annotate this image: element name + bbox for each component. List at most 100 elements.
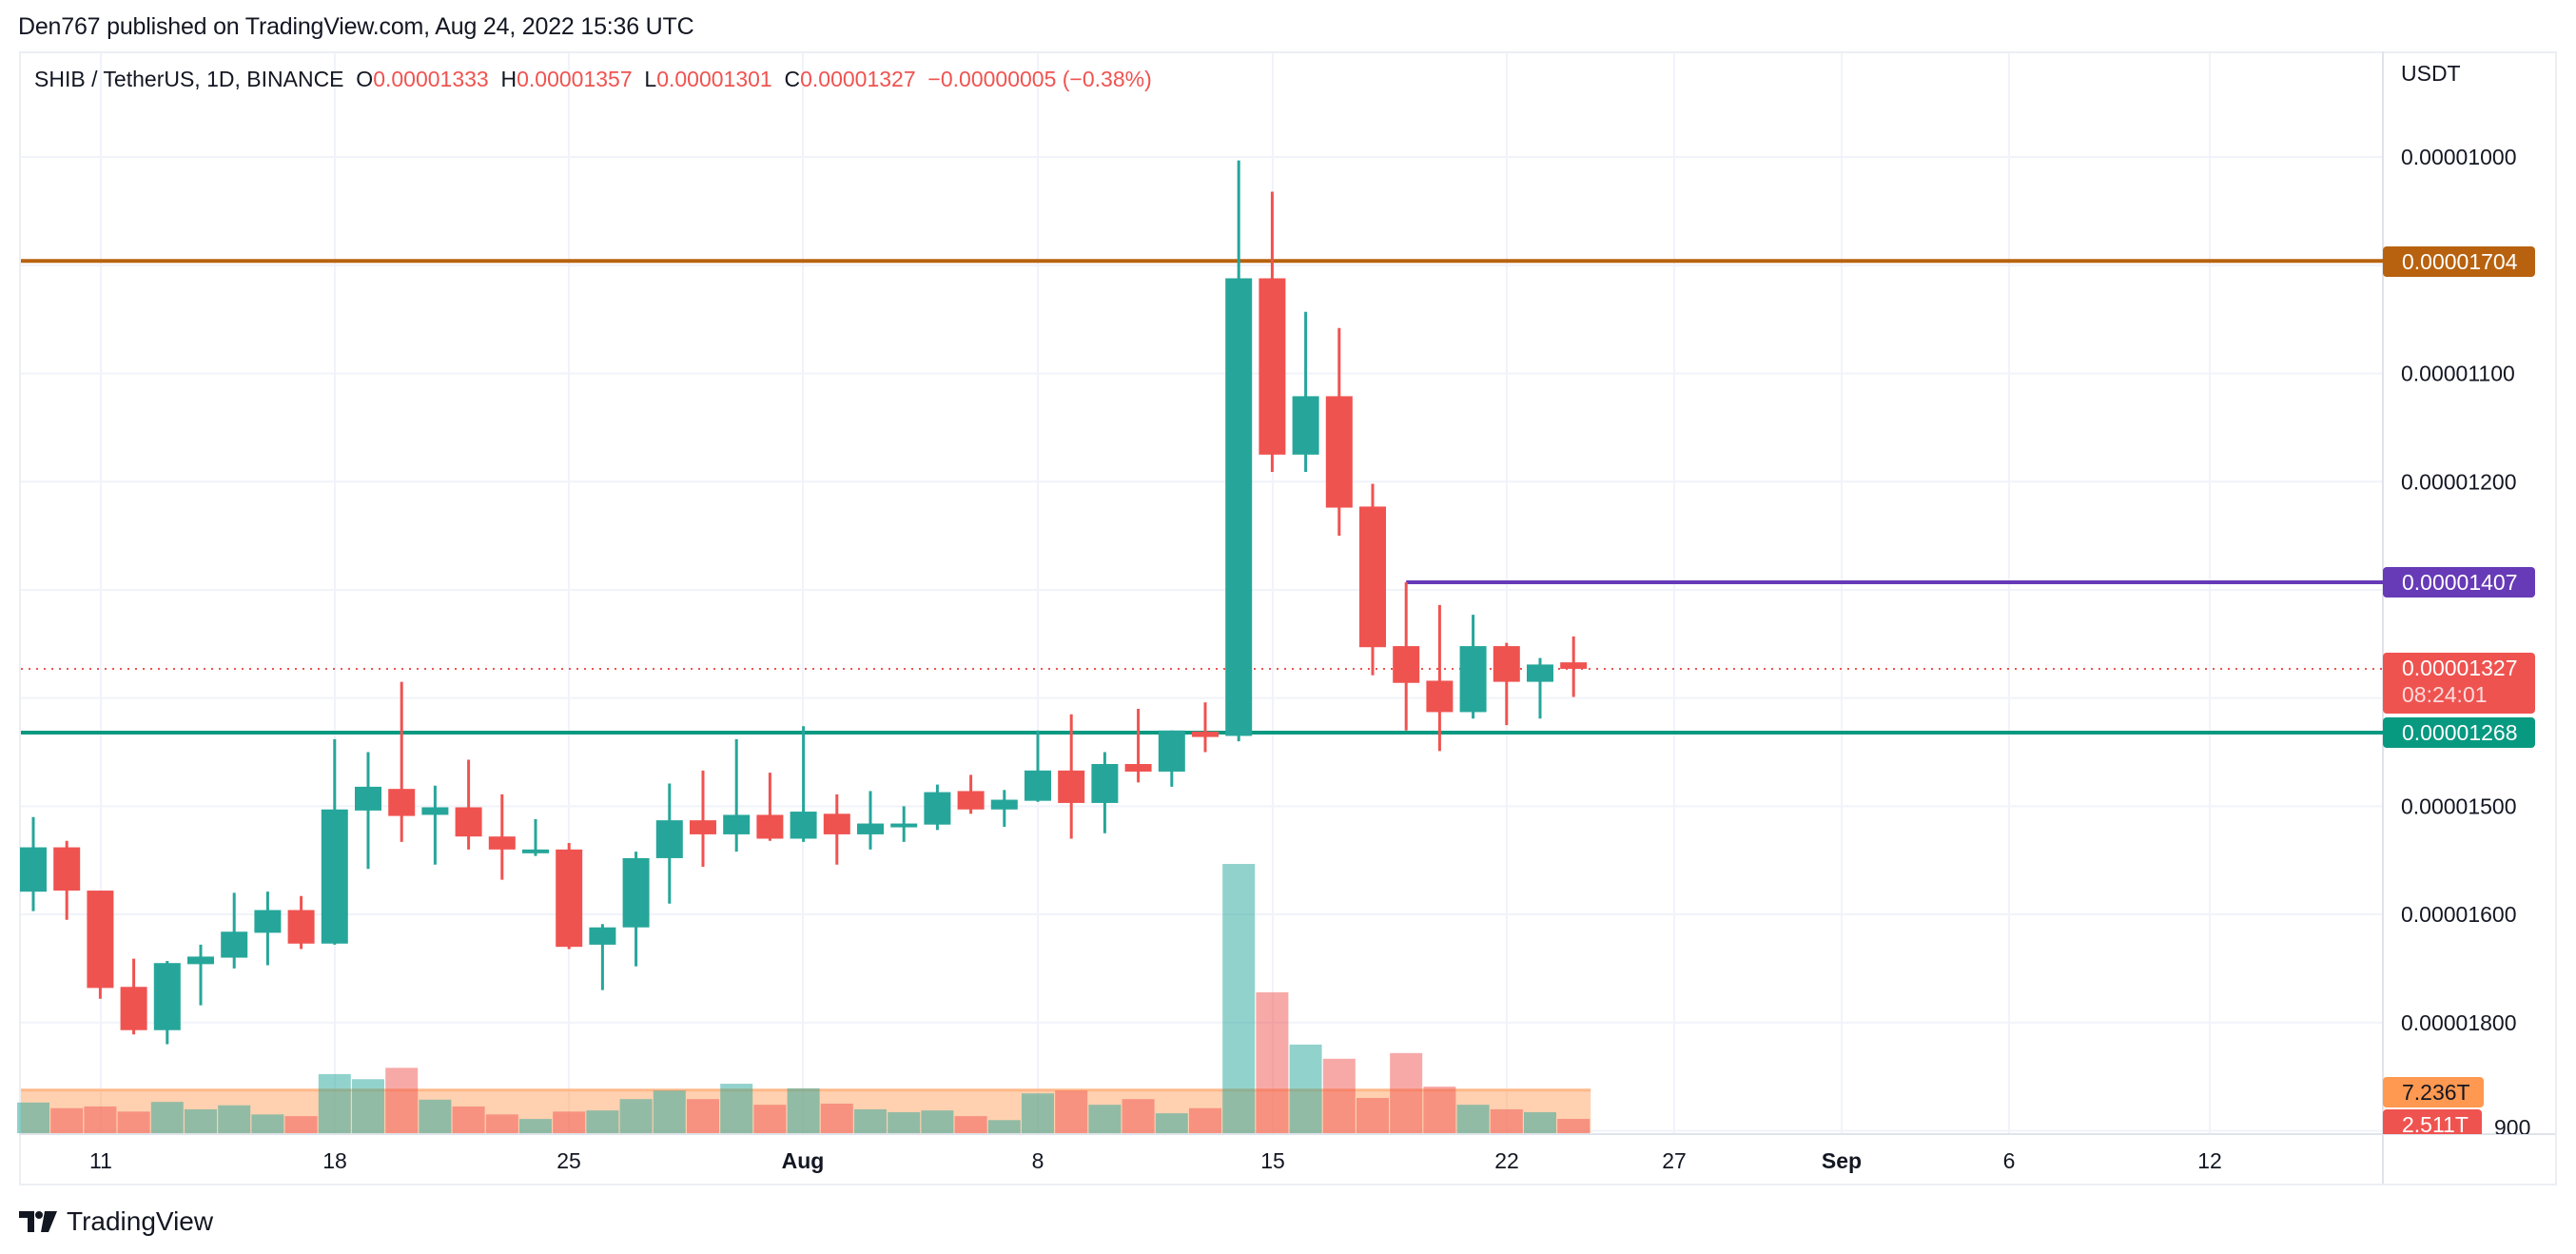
candle-body[interactable] [1325, 396, 1353, 508]
candle-body[interactable] [756, 814, 784, 839]
candle-body[interactable] [1292, 396, 1319, 455]
time-axis-label: 27 [1662, 1148, 1687, 1173]
candle-body[interactable] [522, 849, 549, 853]
candle-body[interactable] [1527, 664, 1553, 682]
volume-bar [1557, 1119, 1590, 1133]
bar-countdown: 08:24:01 [2402, 682, 2488, 707]
candle-body[interactable] [589, 927, 616, 945]
open-value: 0.00001333 [373, 67, 489, 91]
candle-body[interactable] [924, 792, 951, 825]
candle-body[interactable] [355, 786, 381, 811]
candle-body[interactable] [1426, 680, 1454, 713]
tradingview-logo[interactable]: TradingView [19, 1206, 213, 1237]
volume-bar [1356, 1097, 1389, 1133]
symbol-label[interactable]: SHIB / TetherUS, 1D, BINANCE [34, 67, 344, 91]
high-label: H [500, 67, 517, 91]
low-value: 0.00001301 [656, 67, 772, 91]
candle-body[interactable] [455, 807, 482, 837]
candle-body[interactable] [388, 789, 416, 816]
candle-body[interactable] [321, 809, 348, 944]
candle-body[interactable] [53, 847, 81, 892]
high-value: 0.00001357 [517, 67, 633, 91]
candle-body[interactable] [957, 791, 985, 810]
price-tick-label: 0.00001600 [2401, 902, 2517, 927]
candle-body[interactable] [1058, 770, 1085, 803]
candle-body[interactable] [655, 820, 683, 858]
candle-body[interactable] [153, 963, 181, 1030]
candle-body[interactable] [488, 836, 516, 850]
volume-bar [352, 1079, 384, 1133]
volume-bar [17, 1102, 49, 1133]
candle-body[interactable] [254, 910, 282, 933]
change-value: −0.00000005 (−0.38%) [927, 67, 1152, 91]
volume-bar [84, 1106, 117, 1133]
candle-body[interactable] [421, 807, 449, 815]
volume-bar [1423, 1087, 1456, 1133]
candle-body[interactable] [1025, 770, 1051, 801]
volume-bar [1222, 864, 1256, 1133]
candle-body[interactable] [1225, 278, 1253, 736]
volume-bar [619, 1099, 653, 1133]
time-axis-label: Sep [1822, 1148, 1862, 1173]
volume-bar [1256, 991, 1289, 1133]
candle-body[interactable] [790, 812, 817, 839]
volume-bar [586, 1110, 619, 1133]
time-axis-label: 6 [2003, 1148, 2016, 1173]
candle-body[interactable] [556, 849, 583, 948]
candle-body[interactable] [1158, 730, 1185, 772]
price-tick-label: 0.00001100 [2401, 362, 2515, 386]
candle-body[interactable] [1493, 646, 1520, 682]
mid-level-price-tag: 0.00001407 [2383, 567, 2535, 598]
candle-body[interactable] [87, 891, 114, 989]
volume-bar [1322, 1058, 1356, 1133]
candle-body[interactable] [1259, 278, 1286, 455]
candle-body[interactable] [120, 987, 147, 1030]
time-axis-label: 12 [2197, 1148, 2222, 1173]
close-label: C [784, 67, 801, 91]
price-tick-label: 0.00001800 [2401, 1010, 2517, 1035]
volume-bar [150, 1102, 184, 1133]
candle-body[interactable] [221, 931, 248, 958]
volume-bar [1022, 1093, 1054, 1133]
candle-body[interactable] [20, 847, 47, 892]
candle-body[interactable] [857, 823, 884, 834]
candle-body[interactable] [1560, 662, 1588, 669]
candle-body[interactable] [622, 857, 650, 928]
support-price-tag: 0.00001268 [2383, 717, 2535, 748]
volume-bar [284, 1116, 318, 1133]
candle-body[interactable] [690, 820, 716, 834]
volume-bar [1088, 1105, 1122, 1133]
candle-body[interactable] [287, 910, 315, 944]
candle-body[interactable] [187, 956, 214, 965]
last-price-value: 0.00001327 [2402, 656, 2518, 680]
ohlc-legend: SHIB / TetherUS, 1D, BINANCE O0.00001333… [34, 67, 1152, 92]
volume-bar [1490, 1108, 1523, 1133]
currency-label: USDT [2401, 61, 2461, 86]
volume-bar [385, 1068, 419, 1133]
volume-bar [1055, 1090, 1088, 1133]
volume-bar [720, 1084, 753, 1133]
volume-bar [1390, 1052, 1423, 1133]
volume-bar [753, 1105, 787, 1133]
candle-body[interactable] [823, 813, 850, 834]
candle-body[interactable] [1091, 764, 1119, 803]
candle-body[interactable] [890, 823, 918, 828]
candle-body[interactable] [1124, 764, 1152, 772]
volume-bar [452, 1106, 485, 1133]
candle-body[interactable] [723, 814, 751, 834]
price-tick-label: 0.00001200 [2401, 469, 2517, 494]
volume-bar [1289, 1044, 1322, 1133]
candle-body[interactable] [1393, 646, 1420, 683]
candle-body[interactable] [1359, 506, 1386, 648]
candle-body[interactable] [1192, 731, 1219, 737]
open-label: O [356, 67, 374, 91]
volume-bar [185, 1108, 217, 1133]
time-axis-label: 25 [556, 1148, 581, 1173]
volume-bar [485, 1114, 518, 1133]
candle-body[interactable] [1459, 646, 1487, 713]
low-label: L [644, 67, 657, 91]
candle-body[interactable] [990, 799, 1018, 810]
close-value: 0.00001327 [800, 67, 916, 91]
last-price-tag: 0.00001327 08:24:01 [2383, 653, 2535, 714]
